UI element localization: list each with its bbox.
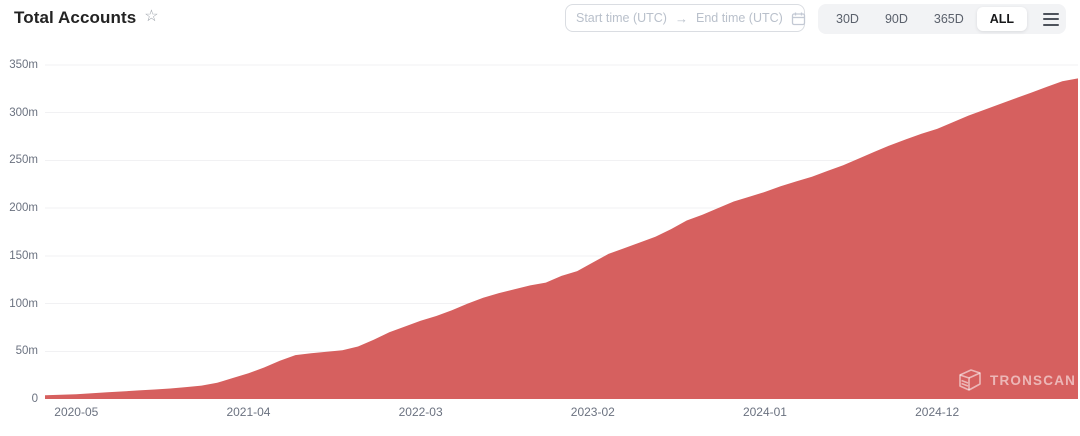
range-button-90d[interactable]: 90D <box>884 12 908 26</box>
menu-icon[interactable] <box>1037 9 1065 30</box>
range-button-all[interactable]: ALL <box>976 7 1028 31</box>
y-axis-label: 0 <box>31 393 38 405</box>
x-axis-label: 2024-01 <box>742 405 787 419</box>
arrow-right-icon: → <box>674 10 688 26</box>
area-series[interactable] <box>45 78 1078 400</box>
favorite-star-icon[interactable]: ☆ <box>144 8 159 25</box>
time-range-button-group: 30D 90D 365D ALL <box>818 4 1066 34</box>
x-axis-label: 2024-12 <box>915 405 960 419</box>
y-axis-label: 150m <box>9 249 38 262</box>
range-button-30d[interactable]: 30D <box>836 12 859 26</box>
x-axis-label: 2021-04 <box>226 405 271 419</box>
calendar-icon[interactable] <box>791 11 806 26</box>
x-axis-label: 2020-05 <box>54 405 99 419</box>
end-time-input[interactable]: End time (UTC) <box>695 11 783 25</box>
chart-header: Total Accounts ☆ <box>14 8 159 28</box>
y-axis-label: 200m <box>9 202 38 215</box>
start-time-input[interactable]: Start time (UTC) <box>576 11 667 25</box>
y-axis-label: 50m <box>15 345 38 358</box>
range-button-365d[interactable]: 365D <box>933 12 964 26</box>
date-range-picker[interactable]: Start time (UTC) → End time (UTC) <box>565 4 805 32</box>
y-axis-label: 250m <box>9 154 38 167</box>
page-title: Total Accounts <box>14 8 137 27</box>
y-axis-label: 100m <box>9 297 38 310</box>
y-axis-label: 350m <box>9 59 38 71</box>
y-axis-label: 300m <box>9 106 38 119</box>
x-axis-label: 2023-02 <box>570 405 615 419</box>
x-axis-label: 2022-03 <box>398 405 443 419</box>
